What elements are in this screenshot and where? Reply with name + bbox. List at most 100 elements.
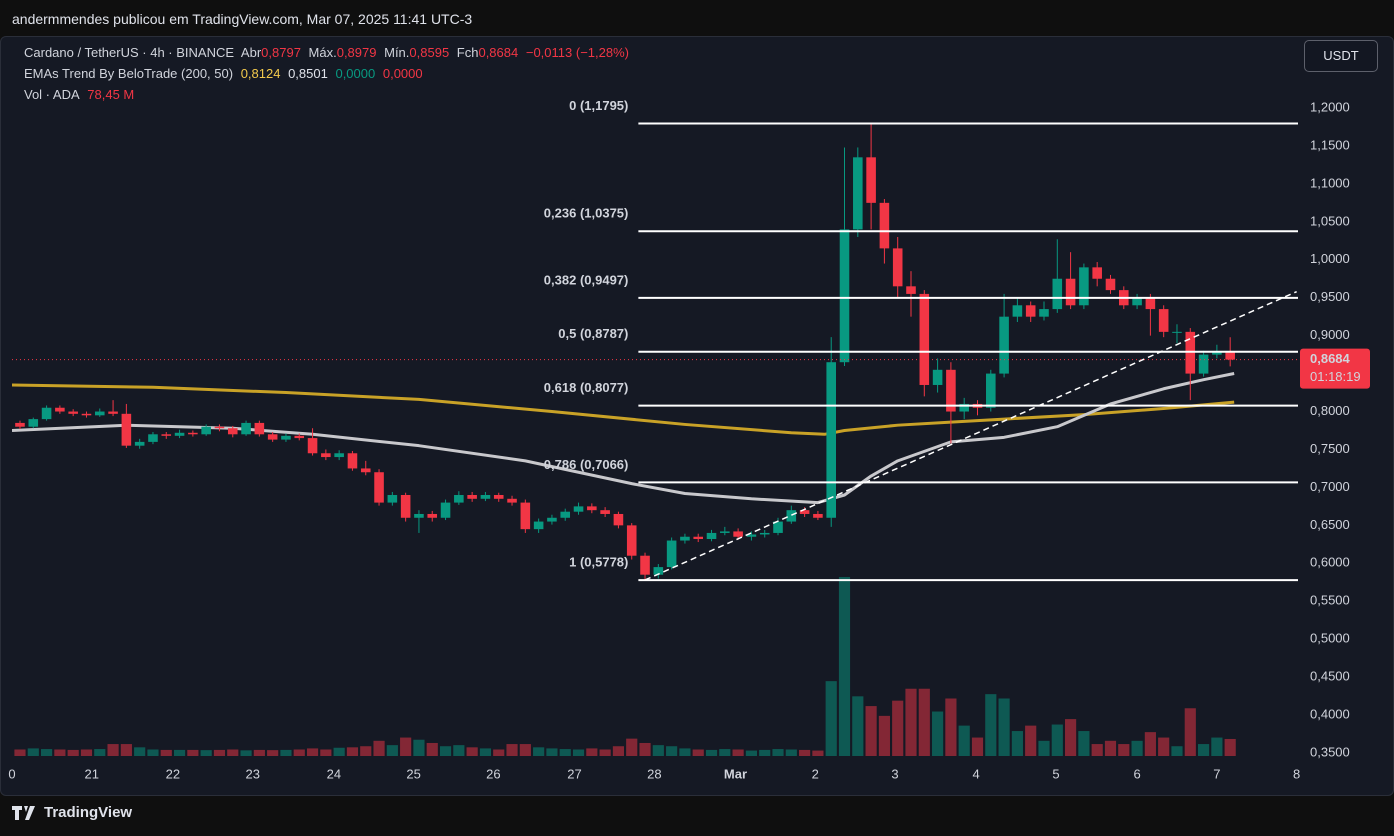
volume-bar (1025, 725, 1037, 756)
candle-body (360, 468, 371, 473)
open-value: 0,8797 (261, 45, 301, 60)
candle-body (879, 202, 890, 249)
candle-body (254, 422, 265, 435)
candle-body (454, 495, 464, 503)
candle-body (1172, 331, 1182, 333)
x-tick-label: 24 (327, 766, 341, 781)
y-tick-label: 1,1500 (1310, 137, 1350, 152)
volume-bar (27, 748, 39, 756)
y-tick-label: 0,9000 (1310, 327, 1350, 342)
volume-bar (426, 742, 438, 756)
volume-bar (705, 749, 718, 756)
candle-body (1039, 309, 1049, 317)
candle-body (573, 506, 584, 512)
candle-body (1025, 305, 1036, 317)
volume-bar (945, 698, 957, 756)
candle-body (467, 495, 477, 499)
candle-body (201, 426, 211, 435)
volume-bar (985, 694, 997, 756)
volume-bar (267, 750, 279, 756)
volume-name: Vol · ADA (24, 87, 80, 102)
x-tick-label: 28 (647, 766, 661, 781)
candle-body (799, 510, 810, 514)
y-tick-label: 0,7500 (1310, 441, 1350, 456)
volume-bar (825, 681, 837, 756)
low-value: 0,8595 (409, 45, 450, 60)
candle-body (400, 495, 411, 518)
volume-bar (506, 744, 518, 756)
volume-bar (479, 748, 492, 756)
candle-body (720, 531, 730, 533)
volume-bar (838, 576, 851, 756)
high-value: 0,8979 (336, 45, 377, 60)
indicator-value: 0,8124 (240, 66, 281, 81)
y-tick-label: 0,5500 (1310, 593, 1350, 608)
volume-bar (905, 688, 917, 756)
last-price-box (1300, 348, 1370, 389)
volume-bar (812, 750, 824, 756)
volume-bar (586, 748, 598, 756)
volume-bar (14, 749, 26, 756)
y-tick-label: 0,3500 (1310, 744, 1350, 759)
candle-body (680, 536, 690, 541)
volume-bar (360, 746, 372, 756)
candle-body (427, 513, 438, 518)
volume-value: 78,45 M (87, 87, 135, 102)
volume-bar (120, 744, 132, 756)
candle-body (94, 411, 105, 416)
candle-body (773, 521, 783, 533)
x-tick-label: 6 (1133, 766, 1140, 781)
candle-body (866, 157, 876, 203)
logo-icon (12, 805, 35, 820)
y-tick-label: 0,8000 (1310, 403, 1350, 418)
volume-bar (572, 749, 585, 756)
candle-body (321, 453, 331, 458)
trendline (644, 290, 1297, 581)
candle-body (1079, 267, 1089, 306)
candle-body (640, 555, 650, 575)
candle-body (1052, 278, 1063, 310)
fib-label: 0,382 (0,9497) (544, 272, 629, 287)
candle-body (414, 513, 424, 518)
volume-bar (173, 749, 186, 756)
volume-bar (306, 748, 319, 756)
x-tick-label: Mar (724, 766, 747, 781)
x-tick-label: 3 (891, 766, 898, 781)
x-tick-label: 2 (812, 766, 819, 781)
candle-body (214, 426, 225, 429)
candle-body (547, 517, 557, 522)
volume-bar (652, 745, 664, 756)
volume-bar (107, 744, 119, 756)
volume-bar (240, 750, 252, 756)
low-label: Mín. (384, 45, 410, 60)
fib-label: 0 (1,1795) (569, 98, 628, 113)
volume-bar (453, 745, 465, 756)
candle-body (241, 422, 251, 435)
volume-bar (533, 747, 545, 756)
volume-bar (227, 749, 239, 756)
volume-bar (333, 747, 345, 756)
volume-bar (1224, 738, 1236, 756)
volume-bar (1184, 708, 1196, 756)
volume-bar (80, 749, 93, 756)
candle-body (946, 369, 956, 412)
candle-body (653, 567, 664, 575)
volume-bar (626, 738, 638, 756)
candle-body (826, 362, 836, 518)
currency-button[interactable]: USDT (1304, 40, 1378, 72)
volume-bar (852, 696, 864, 756)
y-tick-label: 0,5000 (1310, 631, 1350, 646)
y-tick-label: 0,9500 (1310, 289, 1350, 304)
countdown: 01:18:19 (1310, 369, 1361, 384)
volume-bar (679, 748, 691, 756)
ema-line (12, 383, 1235, 436)
candle-body (121, 413, 132, 446)
candle-body (786, 510, 797, 522)
volume-bar (639, 742, 651, 756)
volume-bar (519, 744, 531, 756)
candle-body (28, 419, 39, 427)
candle-body (1212, 351, 1222, 355)
candle-body (307, 438, 318, 454)
candle-body (15, 422, 25, 427)
candle-body (959, 403, 969, 412)
